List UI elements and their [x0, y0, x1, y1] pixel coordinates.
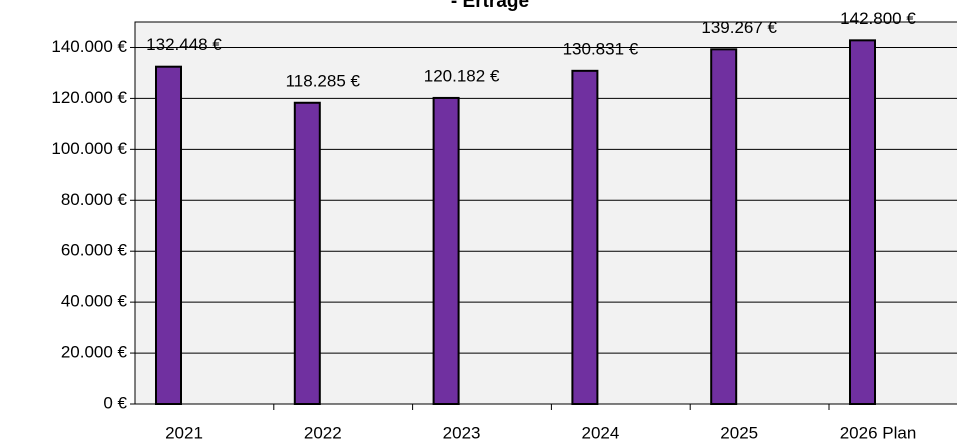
bar	[710, 48, 738, 405]
bar	[293, 101, 321, 405]
x-tick-label: 2023	[443, 423, 481, 441]
value-label: 139.267 €	[701, 18, 777, 37]
x-tick-label: 2025	[720, 423, 758, 441]
x-tick-label: 2021	[165, 423, 203, 441]
y-tick-label: 60.000 €	[61, 241, 128, 260]
y-tick-label: 120.000 €	[51, 88, 127, 107]
x-tick-label: 2024	[581, 423, 619, 441]
y-tick-label: 0 €	[103, 393, 127, 412]
y-tick-label: 20.000 €	[61, 343, 128, 362]
bar	[432, 96, 460, 406]
x-tick-label: 2026 Plan	[840, 423, 917, 441]
value-label: 132.448 €	[146, 35, 222, 54]
value-label: 142.800 €	[840, 9, 916, 28]
x-tick-label: 2022	[304, 423, 342, 441]
chart-title: - Erträge	[451, 0, 529, 12]
value-label: 118.285 €	[286, 71, 361, 90]
bar	[571, 69, 599, 406]
y-tick-label: 100.000 €	[51, 139, 127, 158]
bar	[155, 65, 182, 405]
y-tick-label: 140.000 €	[51, 37, 127, 56]
y-tick-label: 40.000 €	[61, 292, 128, 311]
bar	[849, 39, 876, 405]
y-tick-label: 80.000 €	[61, 190, 128, 209]
plot-area	[134, 21, 957, 405]
value-label: 120.182 €	[424, 66, 500, 85]
value-label: 130.831 €	[563, 39, 639, 58]
